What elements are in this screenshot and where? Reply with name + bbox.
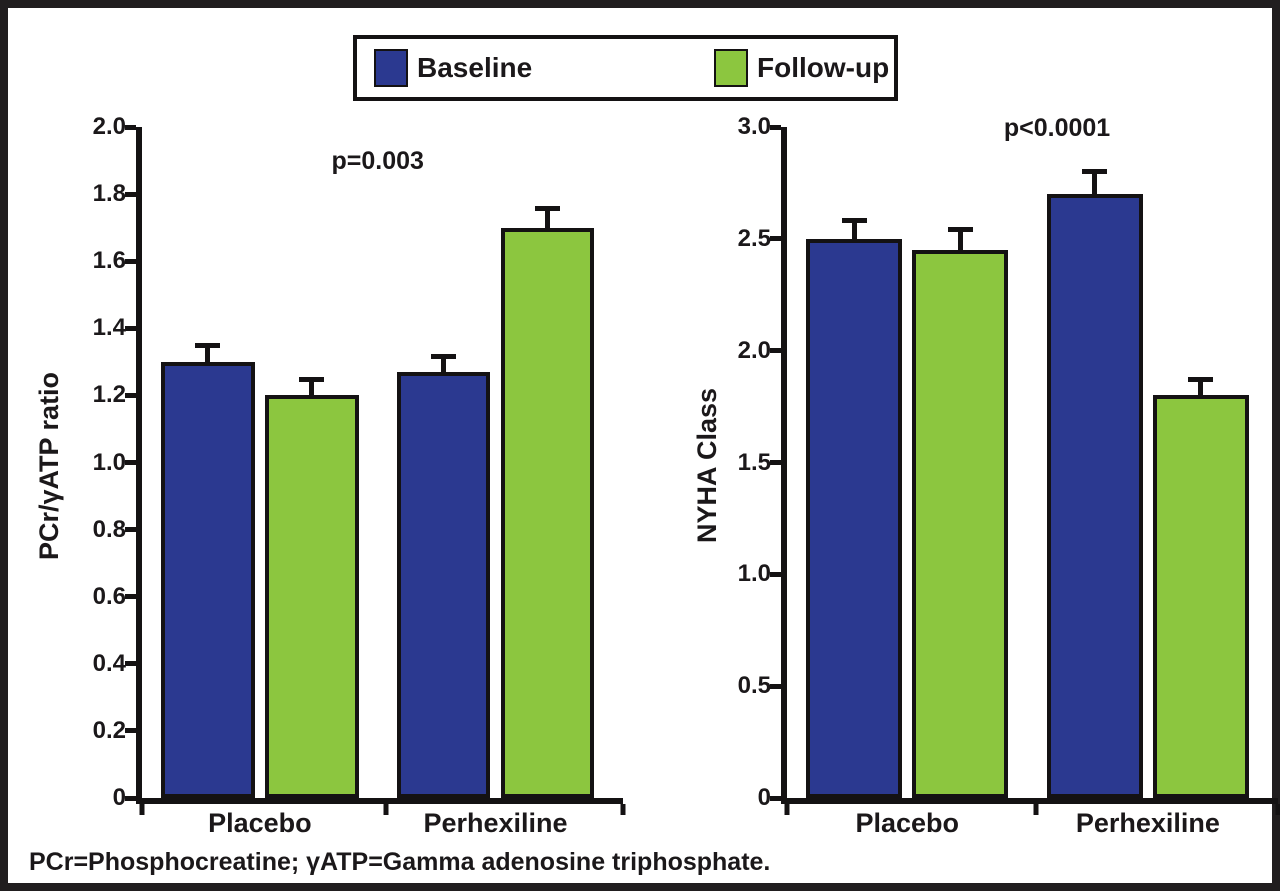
y-axis-tick (770, 683, 781, 689)
y-axis-tick-label: 2.0 (737, 336, 771, 364)
x-axis-tick (784, 804, 790, 815)
left-p-value: p=0.003 (331, 147, 424, 175)
category-label: Placebo (208, 808, 312, 838)
y-axis-tick-label: 2.0 (92, 113, 126, 140)
y-axis-tick (125, 325, 136, 331)
x-axis-tick (383, 804, 389, 815)
error-bar-cap (299, 376, 325, 382)
y-axis-tick (125, 795, 136, 801)
y-axis-tick (125, 460, 136, 465)
x-axis-tick (1033, 804, 1039, 815)
bar-follow-up-perhexiline (500, 227, 595, 798)
error-bar-cap (431, 353, 457, 359)
y-axis-tick (125, 191, 136, 197)
y-axis-tick (125, 594, 136, 600)
y-axis-tick (125, 527, 136, 533)
left-y-axis-label: PCr/γATP ratio (34, 371, 64, 560)
followup-swatch (714, 49, 748, 87)
error-bar-stem (441, 358, 447, 374)
error-bar-cap (195, 343, 221, 349)
error-bar-cap (1188, 376, 1214, 382)
error-bar-stem (205, 348, 211, 364)
y-axis-tick-label: 0.8 (92, 515, 126, 543)
right-chart-plot: p<0.0001 0 0.5 1.0 1.5 2.0 2.5 3.0 Placebo Perhe… (738, 113, 1280, 838)
bar-baseline-perhexiline (1046, 194, 1143, 798)
bar-follow-up-placebo (264, 395, 359, 798)
y-axis-tick (125, 661, 136, 667)
error-bar-stem (851, 223, 857, 241)
y-axis-tick-label: 3.0 (737, 113, 771, 140)
error-bar-cap (1082, 168, 1108, 174)
legend-entry-baseline: Baseline (374, 39, 532, 97)
error-bar-cap (534, 205, 560, 211)
error-bar-cap (947, 227, 973, 233)
y-axis-tick-label: 0 (757, 784, 771, 811)
legend-entry-followup: Follow-up (714, 39, 889, 97)
right-p-value: p<0.0001 (1003, 114, 1111, 142)
error-bar-stem (309, 382, 315, 398)
left-chart-plot: p=0.003 0 0.2 0.4 0.6 0.8 1.0 1.2 1.4 1.6 1.8 2.0 P… (93, 113, 626, 838)
category-label: Placebo (855, 808, 960, 838)
baseline-swatch (374, 49, 408, 87)
x-axis-tick (139, 804, 145, 815)
y-axis-tick-label: 0.2 (92, 716, 126, 744)
y-axis-tick-label: 1.5 (737, 448, 771, 476)
y-axis-tick (770, 571, 781, 577)
bar-baseline-placebo (160, 361, 255, 798)
bar-follow-up-placebo (912, 250, 1009, 798)
legend-label-followup: Follow-up (757, 52, 890, 83)
y-axis-tick-label: 1.6 (92, 247, 126, 275)
y-axis-tick (770, 795, 781, 801)
bar-baseline-perhexiline (396, 371, 491, 798)
category-label: Perhexiline (423, 808, 568, 838)
y-axis-tick (125, 258, 136, 264)
y-axis-tick-label: 0 (112, 784, 126, 811)
y-axis-tick-label: 0.4 (92, 649, 126, 677)
y-axis-tick-label: 1.4 (92, 314, 126, 342)
y-axis-tick-label: 1.0 (737, 560, 771, 588)
error-bar-cap (841, 218, 867, 224)
y-axis-tick-label: 1.2 (92, 381, 126, 409)
y-axis-tick-label: 1.8 (92, 180, 126, 208)
legend-label-baseline: Baseline (417, 52, 533, 83)
y-axis-tick (770, 348, 781, 354)
bar-baseline-placebo (806, 238, 903, 798)
y-axis-tick (770, 124, 781, 130)
y-axis-tick-label: 1.0 (92, 448, 126, 476)
y-axis-tick-label: 0.6 (92, 582, 126, 610)
legend: Baseline Follow-up (353, 35, 898, 101)
y-axis-tick (770, 236, 781, 242)
y-axis-tick (770, 460, 781, 465)
error-bar-stem (1092, 173, 1098, 197)
footnote: PCr=Phosphocreatine; γATP=Gamma adenosin… (29, 848, 771, 876)
error-bar-stem (1198, 382, 1204, 398)
error-bar-stem (544, 210, 550, 230)
error-bar-stem (957, 232, 963, 253)
y-axis-tick-label: 0.5 (737, 672, 771, 700)
x-axis-tick (1275, 804, 1280, 815)
y-axis-tick (125, 124, 136, 130)
x-axis-tick (620, 804, 626, 815)
y-axis-tick (125, 728, 136, 734)
bar-follow-up-perhexiline (1153, 395, 1249, 798)
y-axis-tick (125, 392, 136, 398)
category-label: Perhexiline (1075, 808, 1220, 838)
y-axis-tick-label: 2.5 (737, 224, 771, 252)
